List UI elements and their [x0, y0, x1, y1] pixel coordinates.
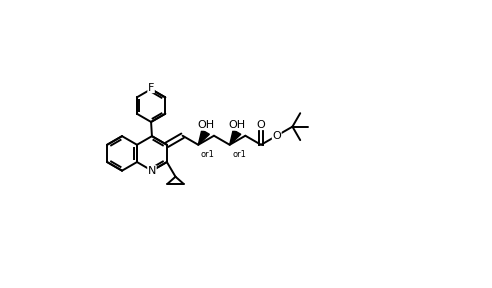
Polygon shape — [230, 130, 241, 145]
Text: or1: or1 — [232, 150, 246, 160]
Text: OH: OH — [228, 120, 246, 130]
Text: O: O — [273, 131, 281, 141]
Polygon shape — [198, 130, 210, 145]
Text: F: F — [148, 83, 154, 92]
Text: N: N — [148, 166, 156, 176]
Text: OH: OH — [197, 120, 214, 130]
Text: O: O — [257, 120, 265, 130]
Text: or1: or1 — [201, 150, 215, 160]
